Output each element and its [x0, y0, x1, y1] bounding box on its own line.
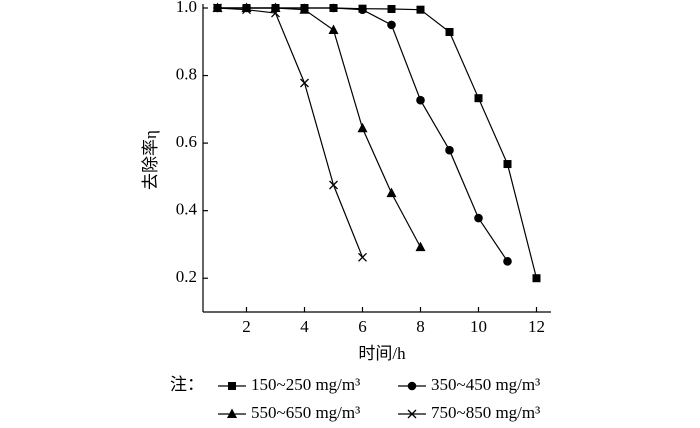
- legend-label: 350~450 mg/m³: [431, 375, 540, 394]
- marker: [213, 3, 222, 13]
- marker: [357, 122, 368, 133]
- marker: [387, 20, 396, 30]
- series-line: [217, 7, 422, 248]
- y-tick-label: 0.4: [176, 200, 198, 219]
- legend-label: 150~250 mg/m³: [251, 375, 360, 394]
- x-tick-label: 6: [358, 317, 367, 336]
- series-line: [217, 7, 538, 279]
- marker: [445, 145, 454, 155]
- y-tick-label: 0.6: [176, 132, 197, 151]
- y-tick-label: 1.0: [176, 0, 197, 16]
- x-tick-label: 8: [416, 317, 425, 336]
- marker: [358, 252, 367, 262]
- marker: [329, 3, 338, 13]
- marker: [503, 257, 512, 266]
- marker: [227, 408, 237, 418]
- legend-label: 750~850 mg/m³: [431, 403, 540, 422]
- marker: [445, 27, 454, 36]
- marker: [299, 4, 310, 14]
- marker: [270, 2, 281, 12]
- x-tick-label: 2: [242, 317, 251, 336]
- marker: [415, 241, 426, 252]
- legend-note: 注：: [170, 375, 204, 394]
- series-line: [217, 7, 364, 258]
- marker: [416, 5, 425, 14]
- y-axis-label: 去除率η: [141, 130, 160, 190]
- series-line: [217, 7, 508, 262]
- marker: [416, 95, 425, 105]
- marker: [328, 24, 339, 34]
- legend-label: 550~650 mg/m³: [251, 403, 360, 422]
- marker: [358, 5, 367, 14]
- marker: [271, 8, 280, 18]
- marker: [228, 382, 236, 390]
- marker: [532, 274, 541, 283]
- x-tick-label: 12: [528, 317, 545, 336]
- marker: [242, 5, 251, 15]
- marker: [329, 180, 338, 190]
- x-axis-label: 时间/h: [358, 344, 406, 363]
- marker: [300, 78, 309, 88]
- marker: [474, 94, 483, 103]
- marker: [386, 187, 397, 198]
- marker: [474, 213, 483, 223]
- y-tick-label: 0.2: [176, 267, 197, 286]
- marker: [407, 409, 417, 419]
- x-tick-label: 10: [470, 317, 487, 336]
- marker: [387, 5, 396, 14]
- marker: [503, 160, 512, 169]
- x-tick-label: 4: [300, 317, 309, 336]
- marker: [407, 381, 417, 391]
- y-tick-label: 0.8: [176, 64, 197, 83]
